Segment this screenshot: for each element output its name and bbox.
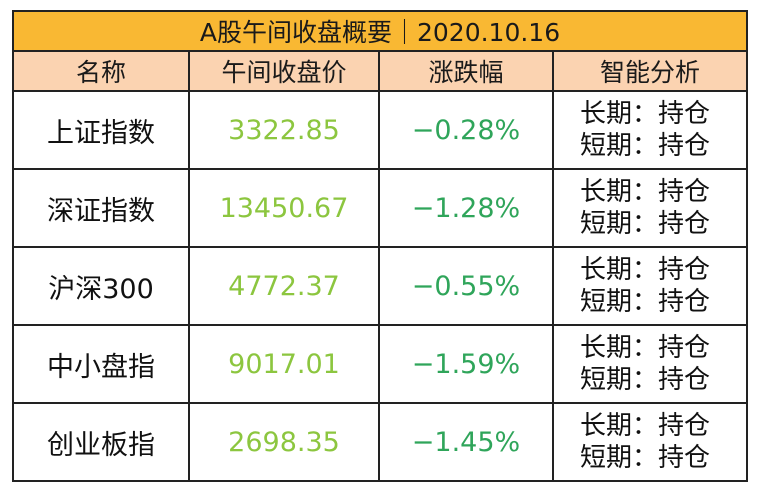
change-percent: −0.55% [378,246,554,326]
smart-analysis: 长期：持仓 短期：持仓 [552,324,748,404]
table-title: A股午间收盘概要｜2020.10.16 [12,10,748,52]
market-summary-table: A股午间收盘概要｜2020.10.16 名称 午间收盘价 涨跌幅 智能分析 上证… [12,10,748,482]
short-term-advice: 短期：持仓 [580,365,711,395]
smart-analysis: 长期：持仓 短期：持仓 [552,90,748,170]
table-row: 创业板指 2698.35 −1.45% 长期：持仓 短期：持仓 [12,402,748,482]
index-name: 深证指数 [12,168,190,248]
midday-close-price: 4772.37 [188,246,380,326]
change-percent: −1.59% [378,324,554,404]
short-term-advice: 短期：持仓 [580,131,711,161]
header-name: 名称 [12,50,190,92]
index-name: 沪深300 [12,246,190,326]
midday-close-price: 13450.67 [188,168,380,248]
midday-close-price: 9017.01 [188,324,380,404]
header-change: 涨跌幅 [378,50,554,92]
change-percent: −1.28% [378,168,554,248]
smart-analysis: 长期：持仓 短期：持仓 [552,246,748,326]
header-analysis: 智能分析 [552,50,748,92]
long-term-advice: 长期：持仓 [580,99,711,129]
table-row: 上证指数 3322.85 −0.28% 长期：持仓 短期：持仓 [12,90,748,170]
long-term-advice: 长期：持仓 [580,255,711,285]
smart-analysis: 长期：持仓 短期：持仓 [552,168,748,248]
short-term-advice: 短期：持仓 [580,287,711,317]
table-row: 沪深300 4772.37 −0.55% 长期：持仓 短期：持仓 [12,246,748,326]
header-price: 午间收盘价 [188,50,380,92]
midday-close-price: 3322.85 [188,90,380,170]
table-row: 中小盘指 9017.01 −1.59% 长期：持仓 短期：持仓 [12,324,748,404]
index-name: 中小盘指 [12,324,190,404]
index-name: 上证指数 [12,90,190,170]
short-term-advice: 短期：持仓 [580,209,711,239]
short-term-advice: 短期：持仓 [580,443,711,473]
midday-close-price: 2698.35 [188,402,380,482]
long-term-advice: 长期：持仓 [580,333,711,363]
market-summary-sheet: A股午间收盘概要｜2020.10.16 名称 午间收盘价 涨跌幅 智能分析 上证… [12,10,748,488]
long-term-advice: 长期：持仓 [580,411,711,441]
smart-analysis: 长期：持仓 短期：持仓 [552,402,748,482]
index-name: 创业板指 [12,402,190,482]
long-term-advice: 长期：持仓 [580,177,711,207]
change-percent: −1.45% [378,402,554,482]
table-row: 深证指数 13450.67 −1.28% 长期：持仓 短期：持仓 [12,168,748,248]
change-percent: −0.28% [378,90,554,170]
